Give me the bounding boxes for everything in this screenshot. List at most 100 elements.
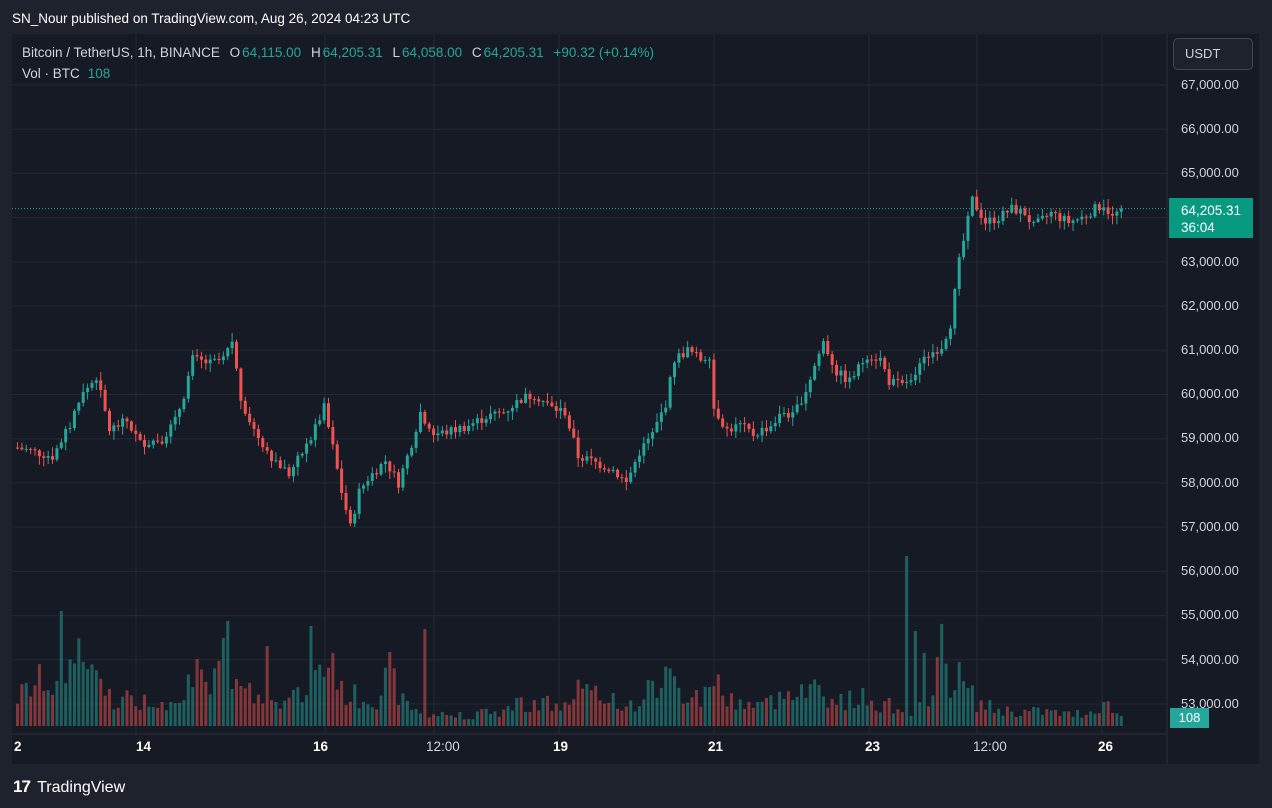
volume-bar xyxy=(576,679,580,726)
candle xyxy=(16,447,19,449)
volume-bar xyxy=(760,701,764,726)
candle xyxy=(1036,218,1040,222)
time-axis-label: 12:00 xyxy=(973,739,1007,754)
candle xyxy=(721,418,725,427)
volume-bar xyxy=(1102,701,1106,726)
candle xyxy=(458,425,462,433)
price-axis-label: 57,000.00 xyxy=(1181,519,1239,534)
time-axis-label: 2 xyxy=(14,739,22,754)
candle xyxy=(405,455,409,469)
candle xyxy=(532,399,536,401)
candle xyxy=(940,348,944,354)
candle xyxy=(856,364,860,377)
candle xyxy=(637,455,641,462)
brand-name: TradingView xyxy=(37,779,126,796)
volume-bar xyxy=(375,709,379,726)
candle xyxy=(335,444,339,469)
volume-bar xyxy=(33,685,37,726)
volume-bar xyxy=(1115,713,1119,726)
candle xyxy=(300,453,304,456)
volume-bar xyxy=(769,695,773,726)
candle xyxy=(751,428,755,436)
volume-bar xyxy=(423,629,427,726)
time-axis-label: 21 xyxy=(708,739,724,754)
volume-bar xyxy=(773,709,777,726)
candle xyxy=(782,412,786,414)
candle xyxy=(848,377,852,383)
volume-bar xyxy=(427,717,431,726)
volume-bar xyxy=(944,663,948,726)
volume-bar xyxy=(462,719,466,726)
volume-bar xyxy=(1084,714,1088,726)
candle xyxy=(629,472,633,482)
volume-bar xyxy=(107,688,111,726)
candle xyxy=(107,410,111,432)
volume-bar xyxy=(195,659,199,726)
candle xyxy=(239,368,243,401)
volume-bar xyxy=(764,697,768,726)
candle xyxy=(383,461,387,465)
currency-button[interactable]: USDT xyxy=(1173,38,1253,70)
volume-bar xyxy=(397,704,401,726)
volume-bar xyxy=(734,709,738,726)
volume-bar xyxy=(817,685,821,726)
time-axis-label: 16 xyxy=(313,739,329,754)
candle xyxy=(870,359,874,361)
candle xyxy=(436,433,440,436)
volume-bar xyxy=(962,681,966,726)
volume-label[interactable]: Vol · BTC xyxy=(22,66,80,81)
volume-bar xyxy=(637,706,641,726)
candle xyxy=(1071,220,1075,224)
candle xyxy=(611,469,615,472)
candle xyxy=(524,393,528,403)
candle xyxy=(734,424,738,432)
volume-bar xyxy=(344,705,348,726)
candle xyxy=(826,341,830,355)
volume-bar xyxy=(335,689,339,726)
volume-bar xyxy=(243,688,247,726)
candle xyxy=(392,471,396,473)
candle xyxy=(760,427,764,436)
volume-bar xyxy=(681,703,685,726)
candle xyxy=(20,447,24,450)
volume-bar xyxy=(405,700,409,726)
candle xyxy=(778,413,782,424)
candle xyxy=(817,353,821,366)
symbol-name[interactable]: Bitcoin / TetherUS, 1h, BINANCE xyxy=(22,45,220,60)
candle xyxy=(235,341,238,369)
volume-bar xyxy=(1080,717,1084,726)
price-axis-label: 53,000.00 xyxy=(1181,696,1239,711)
candle xyxy=(585,456,589,461)
candle xyxy=(125,418,129,422)
candle xyxy=(243,400,247,414)
chart-pane[interactable] xyxy=(12,34,1259,764)
candle xyxy=(313,424,317,441)
volume-bar xyxy=(366,704,370,726)
volume-bar xyxy=(449,715,453,726)
volume-bar xyxy=(208,694,212,726)
volume-bar xyxy=(370,707,374,726)
volume-bar xyxy=(953,690,957,726)
candle xyxy=(997,221,1001,224)
candle xyxy=(1097,204,1101,211)
volume-bar xyxy=(1058,715,1062,726)
volume-bar xyxy=(1106,701,1110,726)
volume-bar xyxy=(414,708,418,726)
candle xyxy=(357,488,361,514)
volume-bar xyxy=(975,711,979,726)
candle xyxy=(970,196,974,216)
candle xyxy=(287,467,291,477)
volume-bar xyxy=(235,679,238,726)
tradingview-brand[interactable]: 17 TradingView xyxy=(13,777,125,797)
candle xyxy=(90,382,94,388)
price-chart[interactable] xyxy=(12,34,1259,764)
candle xyxy=(112,425,116,432)
candle xyxy=(37,450,41,457)
volume-bar xyxy=(611,693,615,726)
volume-bar xyxy=(99,678,103,726)
volume-bar xyxy=(331,653,335,726)
candle xyxy=(655,421,659,433)
volume-bar xyxy=(786,691,790,726)
volume-bar xyxy=(979,700,983,726)
candle xyxy=(725,426,729,429)
